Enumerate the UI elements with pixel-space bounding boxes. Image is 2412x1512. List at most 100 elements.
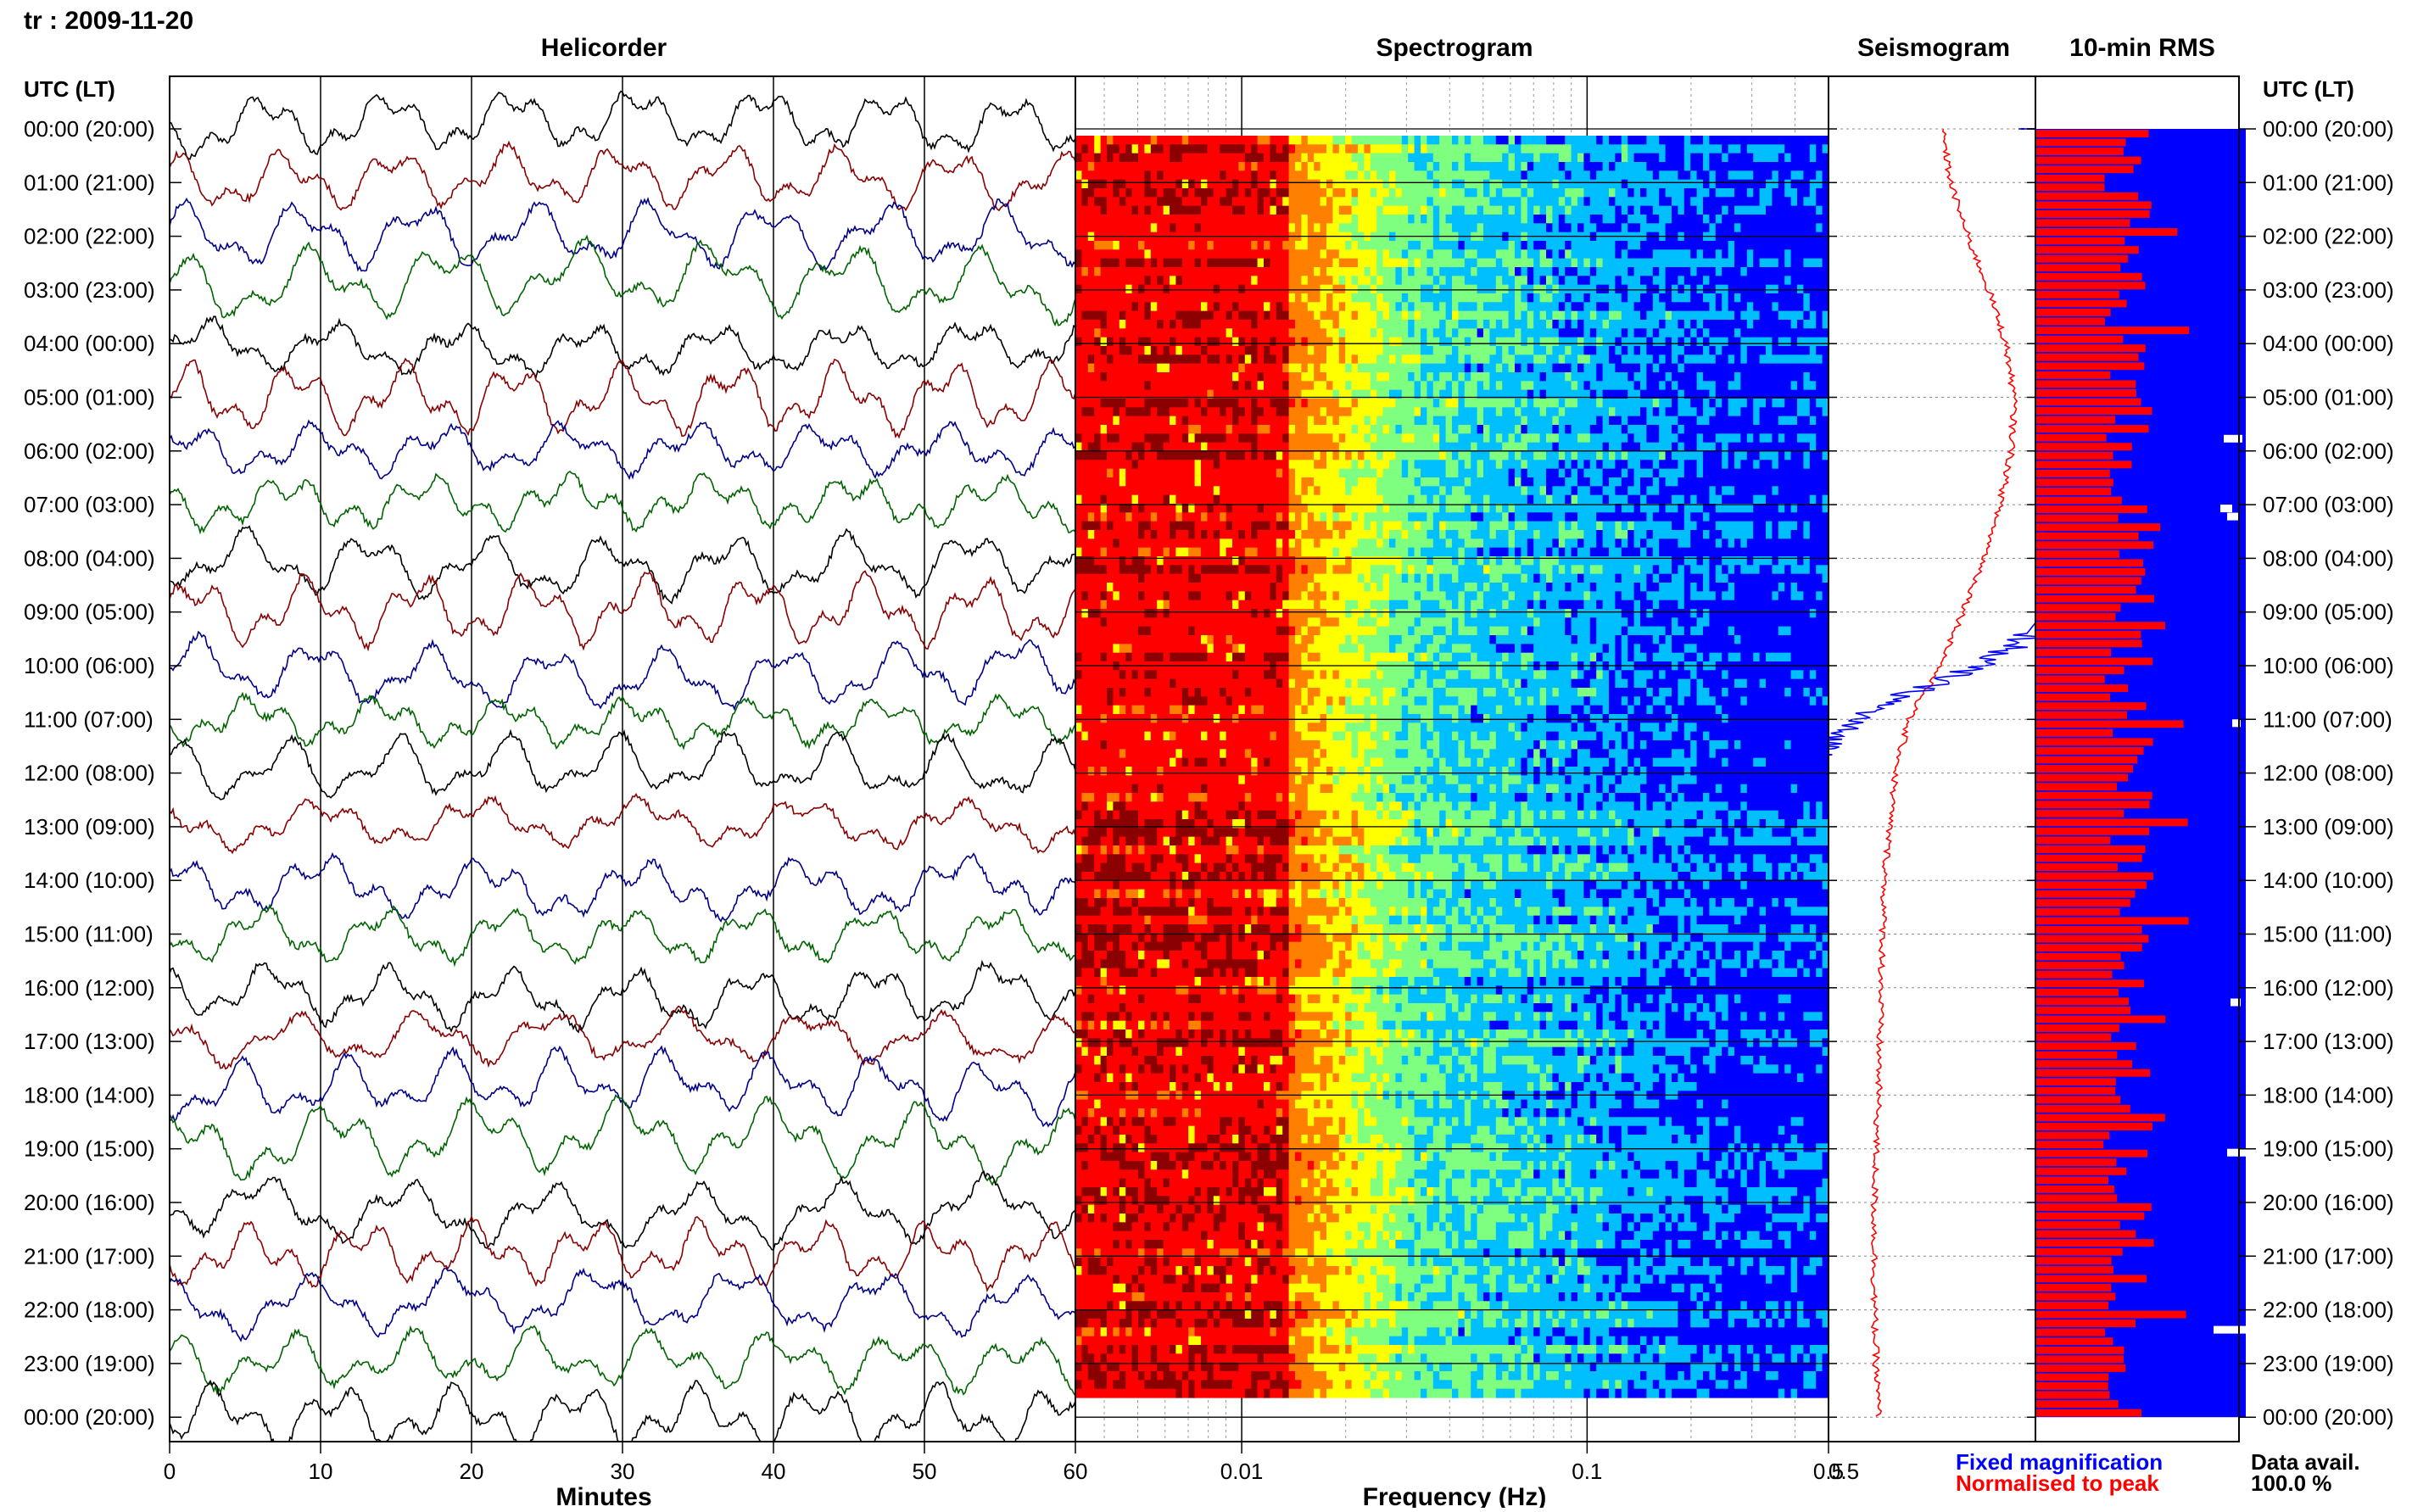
spectrogram-cell xyxy=(1314,144,1320,153)
spectrogram-cell xyxy=(1182,443,1189,452)
spectrogram-cell xyxy=(1314,162,1320,171)
spectrogram-cell xyxy=(1220,425,1226,434)
spectrogram-cell xyxy=(1766,425,1773,434)
spectrogram-cell xyxy=(1521,486,1527,495)
spectrogram-cell xyxy=(1615,407,1622,416)
spectrogram-cell xyxy=(1389,144,1396,153)
spectrogram-cell xyxy=(1716,486,1722,495)
spectrogram-cell xyxy=(1791,215,1798,224)
spectrogram-cell xyxy=(1094,197,1101,206)
spectrogram-cell xyxy=(1427,328,1433,338)
spectrogram-cell xyxy=(1119,293,1126,303)
spectrogram-cell xyxy=(1439,381,1446,390)
spectrogram-cell xyxy=(1521,144,1527,153)
spectrogram-cell xyxy=(1107,162,1114,171)
spectrogram-cell xyxy=(1791,425,1798,434)
spectrogram-cell xyxy=(1703,285,1710,294)
spectrogram-cell xyxy=(1471,153,1477,163)
spectrogram-cell xyxy=(1572,311,1578,321)
spectrogram-cell xyxy=(1583,469,1590,478)
spectrogram-cell xyxy=(1659,486,1666,495)
spectrogram-cell xyxy=(1389,372,1396,382)
spectrogram-cell xyxy=(1521,302,1527,311)
spectrogram-cell xyxy=(1572,346,1578,355)
spectrogram-cell xyxy=(1640,293,1647,303)
spectrogram-cell xyxy=(1690,477,1697,487)
spectrogram-cell xyxy=(1572,443,1578,452)
spectrogram-cell xyxy=(1716,338,1722,347)
spectrogram-cell xyxy=(1477,364,1484,373)
spectrogram-cell xyxy=(1552,460,1559,469)
spectrogram-cell xyxy=(1314,276,1320,285)
spectrogram-cell xyxy=(1075,153,1082,163)
spectrogram-cell xyxy=(1753,188,1760,198)
spectrogram-cell xyxy=(1301,469,1308,478)
spectrogram-cell xyxy=(1188,259,1195,268)
spectrogram-cell xyxy=(1226,144,1233,153)
spectrogram-cell xyxy=(1596,136,1603,145)
spectrogram-cell xyxy=(1214,223,1220,232)
spectrogram-cell xyxy=(1672,136,1678,145)
spectrogram-cell xyxy=(1326,443,1333,452)
spectrogram-cell xyxy=(1119,425,1126,434)
spectrogram-cell xyxy=(1144,293,1151,303)
spectrogram-cell xyxy=(1314,460,1320,469)
spectrogram-cell xyxy=(1358,170,1365,180)
spectrogram-cell xyxy=(1772,153,1778,163)
spectrogram-cell xyxy=(1258,443,1265,452)
spectrogram-cell xyxy=(1226,443,1233,452)
spectrogram-cell xyxy=(1326,338,1333,347)
spectrogram-cell xyxy=(1709,407,1716,416)
spectrogram-cell xyxy=(1483,302,1490,311)
spectrogram-cell xyxy=(1415,372,1421,382)
spectrogram-cell xyxy=(1572,188,1578,198)
spectrogram-cell xyxy=(1533,354,1540,364)
spectrogram-cell xyxy=(1075,293,1082,303)
spectrogram-cell xyxy=(1308,469,1315,478)
spectrogram-cell xyxy=(1433,338,1440,347)
spectrogram-cell xyxy=(1226,328,1233,338)
spectrogram-cell xyxy=(1810,276,1817,285)
spectrogram-cell xyxy=(1251,311,1258,321)
spectrogram-cell xyxy=(1427,267,1433,276)
spectrogram-cell xyxy=(1415,180,1421,189)
spectrogram-cell xyxy=(1533,249,1540,259)
spectrogram-cell xyxy=(1113,285,1119,294)
spectrogram-cell xyxy=(1408,320,1415,329)
spectrogram-cell xyxy=(1572,320,1578,329)
spectrogram-cell xyxy=(1107,249,1114,259)
spectrogram-cell xyxy=(1483,354,1490,364)
spectrogram-cell xyxy=(1376,416,1383,426)
spectrogram-cell xyxy=(1201,197,1208,206)
spectrogram-cell xyxy=(1622,259,1628,268)
spectrogram-cell xyxy=(1622,293,1628,303)
spectrogram-cell xyxy=(1395,153,1402,163)
spectrogram-cell xyxy=(1151,443,1158,452)
spectrogram-cell xyxy=(1634,486,1641,495)
spectrogram-cell xyxy=(1622,188,1628,198)
spectrogram-cell xyxy=(1684,328,1691,338)
spectrogram-cell xyxy=(1446,460,1453,469)
spectrogram-cell xyxy=(1138,433,1145,443)
spectrogram-cell xyxy=(1521,338,1527,347)
spectrogram-cell xyxy=(1515,276,1521,285)
spectrogram-cell xyxy=(1489,425,1496,434)
spectrogram-cell xyxy=(1389,451,1396,460)
spectrogram-cell xyxy=(1446,197,1453,206)
spectrogram-cell xyxy=(1207,285,1214,294)
spectrogram-cell xyxy=(1371,328,1377,338)
spectrogram-cell xyxy=(1326,486,1333,495)
spectrogram-cell xyxy=(1421,311,1427,321)
spectrogram-cell xyxy=(1772,469,1778,478)
spectrogram-cell xyxy=(1465,170,1471,180)
spectrogram-cell xyxy=(1081,302,1088,311)
spectrogram-cell xyxy=(1421,302,1427,311)
spectrogram-cell xyxy=(1552,443,1559,452)
spectrogram-cell xyxy=(1371,197,1377,206)
spectrogram-cell xyxy=(1784,267,1791,276)
spectrogram-cell xyxy=(1164,136,1170,145)
spectrogram-cell xyxy=(1107,285,1114,294)
spectrogram-cell xyxy=(1376,354,1383,364)
spectrogram-cell xyxy=(1766,162,1773,171)
spectrogram-cell xyxy=(1653,407,1660,416)
